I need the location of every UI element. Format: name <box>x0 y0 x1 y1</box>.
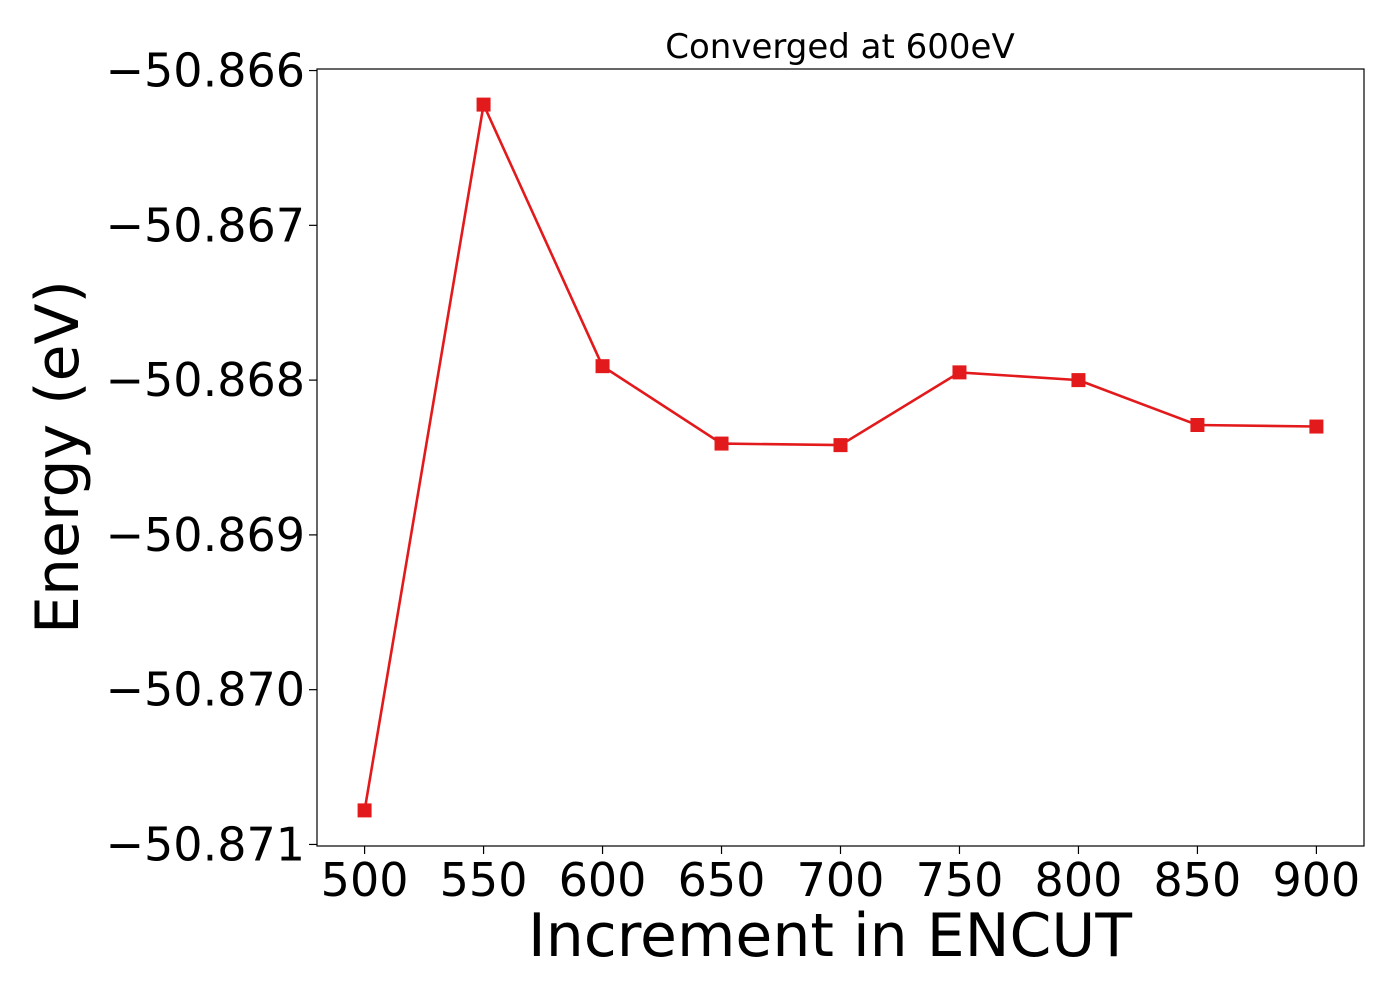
x-tick-label: 850 <box>1154 853 1242 907</box>
data-point-marker <box>952 365 967 380</box>
data-point-marker <box>833 438 848 453</box>
y-tick-label: −50.867 <box>106 198 306 252</box>
y-tick-label: −50.871 <box>106 817 306 871</box>
x-axis: 500 550 600 650 700 750 800 850 900 <box>321 846 1361 907</box>
x-tick-label: 700 <box>797 853 885 907</box>
y-axis: −50.866 −50.867 −50.868 −50.869 −50.870 −50.8… <box>106 44 317 871</box>
y-axis-title: Energy (eV) <box>23 280 93 634</box>
series-layer <box>357 97 1324 818</box>
x-tick-label: 800 <box>1035 853 1123 907</box>
x-tick-label: 600 <box>559 853 647 907</box>
chart-title: Converged at 600eV <box>665 27 1014 67</box>
data-point-marker <box>1071 373 1086 388</box>
x-tick-label: 750 <box>916 853 1004 907</box>
data-point-marker <box>714 436 729 451</box>
y-tick-label: −50.870 <box>106 663 306 717</box>
data-point-marker <box>595 359 610 374</box>
plot-area-frame <box>316 68 1365 847</box>
y-tick-label: −50.868 <box>106 353 306 407</box>
x-axis-title: Increment in ENCUT <box>528 901 1132 971</box>
y-tick-label: −50.866 <box>106 44 306 98</box>
series-line <box>363 100 1317 811</box>
x-tick-label: 900 <box>1273 853 1361 907</box>
data-point-marker <box>357 803 372 818</box>
x-tick-label: 550 <box>440 853 528 907</box>
x-tick-label: 650 <box>678 853 766 907</box>
data-point-marker <box>1309 419 1324 434</box>
x-tick-label: 500 <box>321 853 409 907</box>
data-point-marker <box>476 97 491 112</box>
data-point-marker <box>1190 417 1205 432</box>
y-tick-label: −50.869 <box>106 508 306 562</box>
